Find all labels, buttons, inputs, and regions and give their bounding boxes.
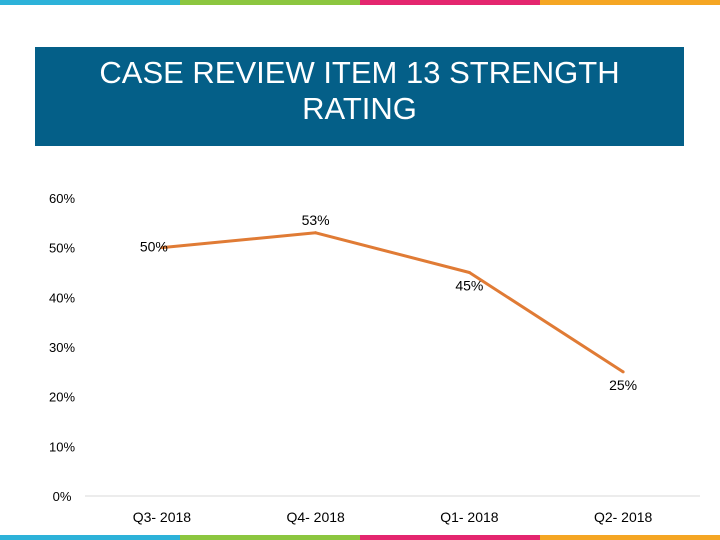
data-label: 53% [302, 212, 330, 228]
y-axis: 0% 10% 20% 30% 40% 50% 60% [49, 191, 75, 504]
data-label: 45% [455, 278, 483, 294]
y-tick-label: 30% [49, 340, 75, 355]
x-tick-label: Q4- 2018 [286, 509, 345, 525]
stripe-segment-green [180, 0, 360, 5]
y-tick-label: 0% [53, 489, 72, 504]
data-label: 25% [609, 377, 637, 393]
stripe-segment-pink [360, 535, 540, 540]
x-axis: Q3- 2018 Q4- 2018 Q1- 2018 Q2- 2018 [133, 509, 653, 525]
data-point [467, 271, 471, 274]
data-point [160, 246, 164, 250]
bottom-accent-stripe [0, 535, 720, 540]
y-tick-label: 40% [49, 290, 75, 305]
data-point [621, 370, 625, 374]
stripe-segment-orange [540, 0, 720, 5]
data-labels: 50% 53% 45% 25% [140, 212, 637, 393]
data-label: 50% [140, 239, 168, 255]
x-tick-label: Q3- 2018 [133, 509, 192, 525]
title-banner: CASE REVIEW ITEM 13 STRENGTH RATING [35, 47, 684, 146]
x-tick-label: Q1- 2018 [440, 509, 499, 525]
y-tick-label: 10% [49, 439, 75, 454]
y-tick-label: 60% [49, 191, 75, 206]
data-point [314, 231, 318, 235]
x-tick-label: Q2- 2018 [594, 509, 653, 525]
series-line [161, 231, 624, 374]
top-accent-stripe [0, 0, 720, 5]
slide-title: CASE REVIEW ITEM 13 STRENGTH RATING [99, 54, 620, 126]
y-tick-label: 20% [49, 390, 75, 405]
y-tick-label: 50% [49, 241, 75, 256]
stripe-segment-orange [540, 535, 720, 540]
stripe-segment-green [180, 535, 360, 540]
stripe-segment-blue [0, 535, 180, 540]
stripe-segment-blue [0, 0, 180, 5]
stripe-segment-pink [360, 0, 540, 5]
